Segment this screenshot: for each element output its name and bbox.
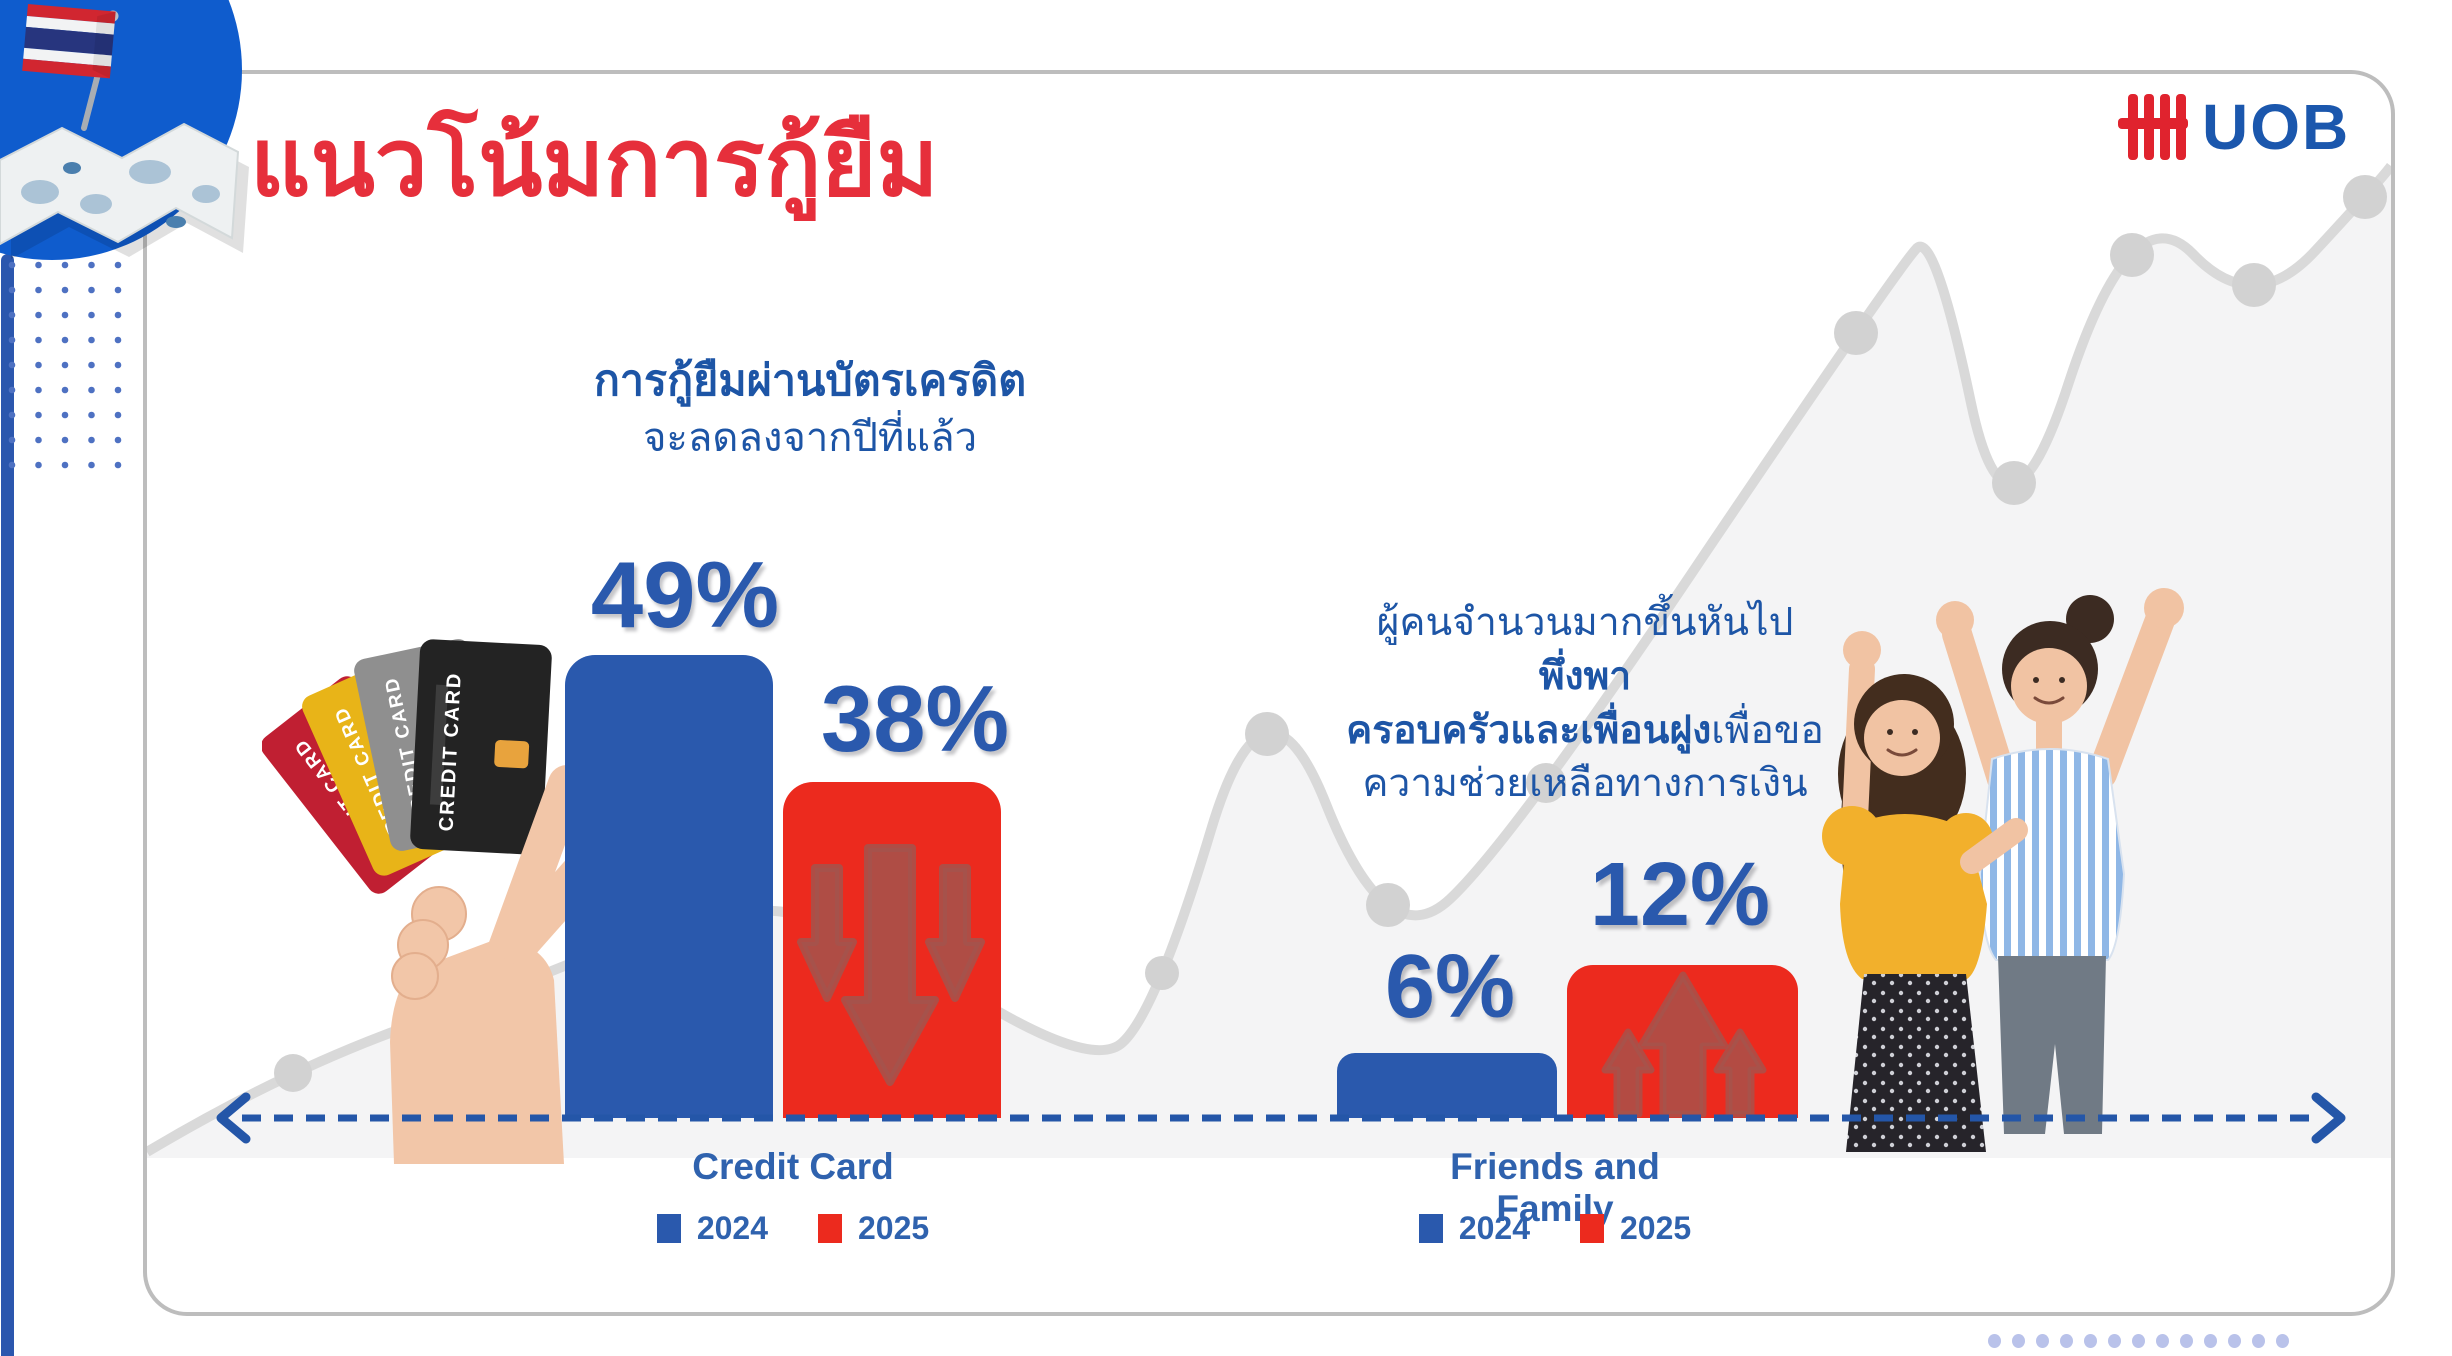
flag-pole — [81, 17, 115, 131]
bar-friends-family-2025 — [1567, 965, 1798, 1118]
legend-label-2025: 2025 — [858, 1210, 930, 1246]
value-label-family-2025: 12% — [1589, 845, 1771, 945]
legend-swatch-2025 — [1580, 1214, 1604, 1243]
thai-flag — [22, 4, 116, 79]
legend-label-2025: 2025 — [1620, 1210, 1692, 1246]
dot-grid-decoration — [6, 258, 138, 484]
friends-family-note-line2: ครอบครัวและเพื่อนฝูงเพื่อขอ — [1346, 708, 1824, 752]
content-card — [143, 70, 2395, 1316]
value-label-credit-2024: 49% — [590, 542, 780, 647]
credit-card-note-line2: จะลดลงจากปีที่แล้ว — [642, 416, 978, 461]
trend-line-markers — [274, 175, 2387, 1092]
left-edge-accent-bar — [1, 254, 14, 1356]
legend-swatch-2025 — [818, 1214, 842, 1243]
trend-area-fill — [147, 166, 2391, 1158]
legend-credit-card: 2024 2025 — [633, 1210, 953, 1247]
legend-friends-family: 2024 2025 — [1395, 1210, 1715, 1247]
page-title: แนวโน้มการกู้ยืม — [250, 110, 939, 215]
credit-card-note: การกู้ยืมผ่านบัตรเครดิต จะลดลงจากปีที่แล… — [555, 352, 1065, 467]
bar-friends-family-2024 — [1337, 1053, 1557, 1118]
uob-wordmark: UOB — [2202, 91, 2351, 163]
category-label-credit-card: Credit Card — [692, 1146, 894, 1187]
credit-card-note-line1: การกู้ยืมผ่านบัตรเครดิต — [593, 357, 1027, 405]
flag-pole-cap — [107, 10, 119, 22]
value-label-family-2024: 6% — [1384, 937, 1516, 1037]
legend-label-2024: 2024 — [696, 1210, 768, 1246]
uob-logo: UOB — [2118, 90, 2350, 164]
background-trend-line-chart — [147, 162, 2391, 1158]
value-label-credit-2025: 38% — [820, 666, 1010, 771]
friends-family-note-line1: ผู้คนจำนวนมากขึ้นหันไปพึ่งพา — [1376, 601, 1794, 698]
friends-family-note: ผู้คนจำนวนมากขึ้นหันไปพึ่งพา ครอบครัวและ… — [1335, 596, 1835, 811]
bar-credit-card-2025 — [783, 782, 1001, 1118]
friends-family-note-line3: ความช่วยเหลือทางการเงิน — [1362, 762, 1808, 806]
bar-credit-card-2024 — [565, 655, 773, 1118]
uob-bars-icon — [2118, 94, 2188, 160]
legend-label-2024: 2024 — [1458, 1210, 1530, 1246]
legend-swatch-2024 — [1418, 1214, 1443, 1243]
legend-swatch-2024 — [656, 1214, 681, 1243]
bottom-dot-row-decoration — [1988, 1334, 2289, 1348]
